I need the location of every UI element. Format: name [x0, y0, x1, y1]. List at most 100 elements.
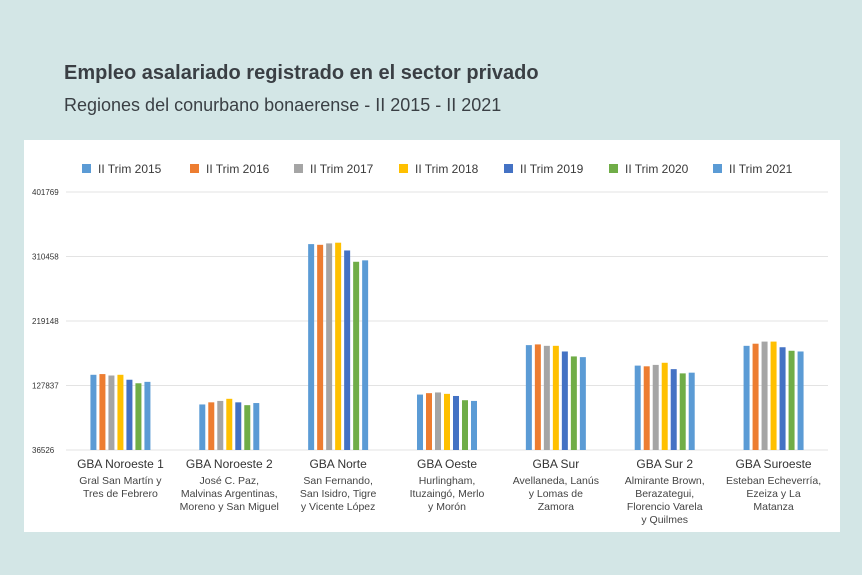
legend-label: II Trim 2019 — [520, 162, 584, 176]
legend-item: II Trim 2019 — [504, 162, 584, 176]
legend-label: II Trim 2018 — [415, 162, 479, 176]
legend-item: II Trim 2016 — [190, 162, 270, 176]
bar — [335, 242, 342, 450]
bar — [471, 400, 477, 450]
bar — [752, 343, 759, 450]
y-tick-label: 127837 — [32, 381, 59, 390]
category-subtitle: y Lomas de — [529, 488, 583, 500]
y-tick-label: 310458 — [32, 253, 59, 262]
category-subtitle: Zamora — [538, 501, 574, 513]
bar — [435, 392, 441, 450]
category-subtitle: Moreno y San Miguel — [180, 501, 279, 513]
category-subtitle: Tres de Febrero — [83, 488, 158, 500]
bar — [217, 400, 224, 450]
category-subtitle: y Morón — [428, 501, 466, 513]
y-tick-label: 401769 — [32, 188, 59, 197]
legend-swatch — [82, 164, 91, 173]
category-subtitle: Gral San Martín y — [79, 475, 162, 487]
category-subtitle: y Vicente López — [301, 501, 376, 513]
legend-label: II Trim 2021 — [729, 162, 793, 176]
bar — [453, 395, 459, 450]
bar — [634, 365, 641, 450]
category-subtitle: Almirante Brown, — [625, 475, 705, 487]
bar — [353, 261, 360, 450]
bar — [643, 366, 650, 450]
legend-item: II Trim 2017 — [294, 162, 374, 176]
bar — [126, 379, 133, 450]
bar — [543, 345, 550, 450]
bar — [462, 400, 468, 450]
y-tick-label: 36526 — [32, 446, 55, 455]
bars — [90, 242, 804, 450]
bar-chart: 36526 127837 219148 310458 401769 II Trim 20… — [32, 162, 828, 526]
category-subtitle: y Quilmes — [641, 514, 688, 526]
bar — [743, 345, 750, 450]
category-subtitle: Avellaneda, Lanús — [513, 475, 599, 487]
y-tick-label: 219148 — [32, 317, 59, 326]
legend-swatch — [294, 164, 303, 173]
bar — [534, 344, 541, 450]
category-name: GBA Oeste — [417, 457, 477, 471]
chart-panel: 36526 127837 219148 310458 401769 II Trim 20… — [24, 140, 840, 532]
bar — [561, 351, 568, 450]
category-subtitle: Hurlingham, — [419, 475, 476, 487]
category-subtitle: San Isidro, Tigre — [300, 488, 377, 500]
bar — [235, 402, 242, 450]
category-subtitle: José C. Paz, — [200, 475, 260, 487]
bar — [317, 244, 324, 450]
bar — [253, 403, 260, 450]
legend-swatch — [504, 164, 513, 173]
legend-label: II Trim 2020 — [625, 162, 689, 176]
y-axis: 36526 127837 219148 310458 401769 — [32, 188, 828, 455]
category-subtitle: Esteban Echeverría, — [726, 475, 821, 487]
bar — [779, 347, 786, 450]
legend-item: II Trim 2021 — [713, 162, 793, 176]
category-subtitle: Florencio Varela — [627, 501, 703, 513]
category-subtitle: San Fernando, — [303, 475, 372, 487]
bar — [108, 375, 115, 450]
bar — [788, 350, 795, 450]
bar — [525, 345, 532, 450]
legend-item: II Trim 2015 — [82, 162, 162, 176]
category-subtitle: Berazategui, — [635, 488, 694, 500]
legend-swatch — [399, 164, 408, 173]
bar — [426, 393, 432, 450]
legend-label: II Trim 2015 — [98, 162, 162, 176]
legend-label: II Trim 2017 — [310, 162, 374, 176]
chart-title: Empleo asalariado registrado en el secto… — [64, 62, 539, 84]
category-subtitle: Ituzaingó, Merlo — [410, 488, 485, 500]
bar — [135, 383, 142, 450]
bar — [226, 398, 233, 450]
bar — [679, 373, 686, 450]
bar — [444, 393, 450, 450]
bar — [308, 244, 315, 450]
bar — [99, 374, 106, 450]
bar — [199, 404, 206, 450]
bar — [552, 345, 559, 450]
legend-swatch — [190, 164, 199, 173]
bar — [362, 260, 369, 450]
bar — [117, 374, 124, 450]
bar — [761, 341, 768, 450]
legend-item: II Trim 2018 — [399, 162, 479, 176]
bar — [144, 381, 151, 450]
legend-label: II Trim 2016 — [206, 162, 270, 176]
category-name: GBA Noroeste 1 — [77, 457, 164, 471]
category-name: GBA Noroeste 2 — [186, 457, 273, 471]
chart-subtitle: Regiones del conurbano bonaerense - II 2… — [64, 95, 502, 115]
bar — [770, 341, 777, 450]
category-name: GBA Suroeste — [736, 457, 812, 471]
bar — [688, 372, 695, 450]
bar — [344, 250, 351, 450]
bar — [90, 374, 97, 450]
bar — [417, 394, 423, 450]
category-subtitle: Matanza — [753, 501, 793, 513]
category-name: GBA Norte — [309, 457, 367, 471]
bar — [670, 369, 677, 450]
category-subtitle: Malvinas Argentinas, — [181, 488, 278, 500]
category-name: GBA Sur 2 — [636, 457, 693, 471]
bar — [652, 364, 659, 450]
category-name: GBA Sur — [533, 457, 580, 471]
bar — [244, 405, 251, 450]
